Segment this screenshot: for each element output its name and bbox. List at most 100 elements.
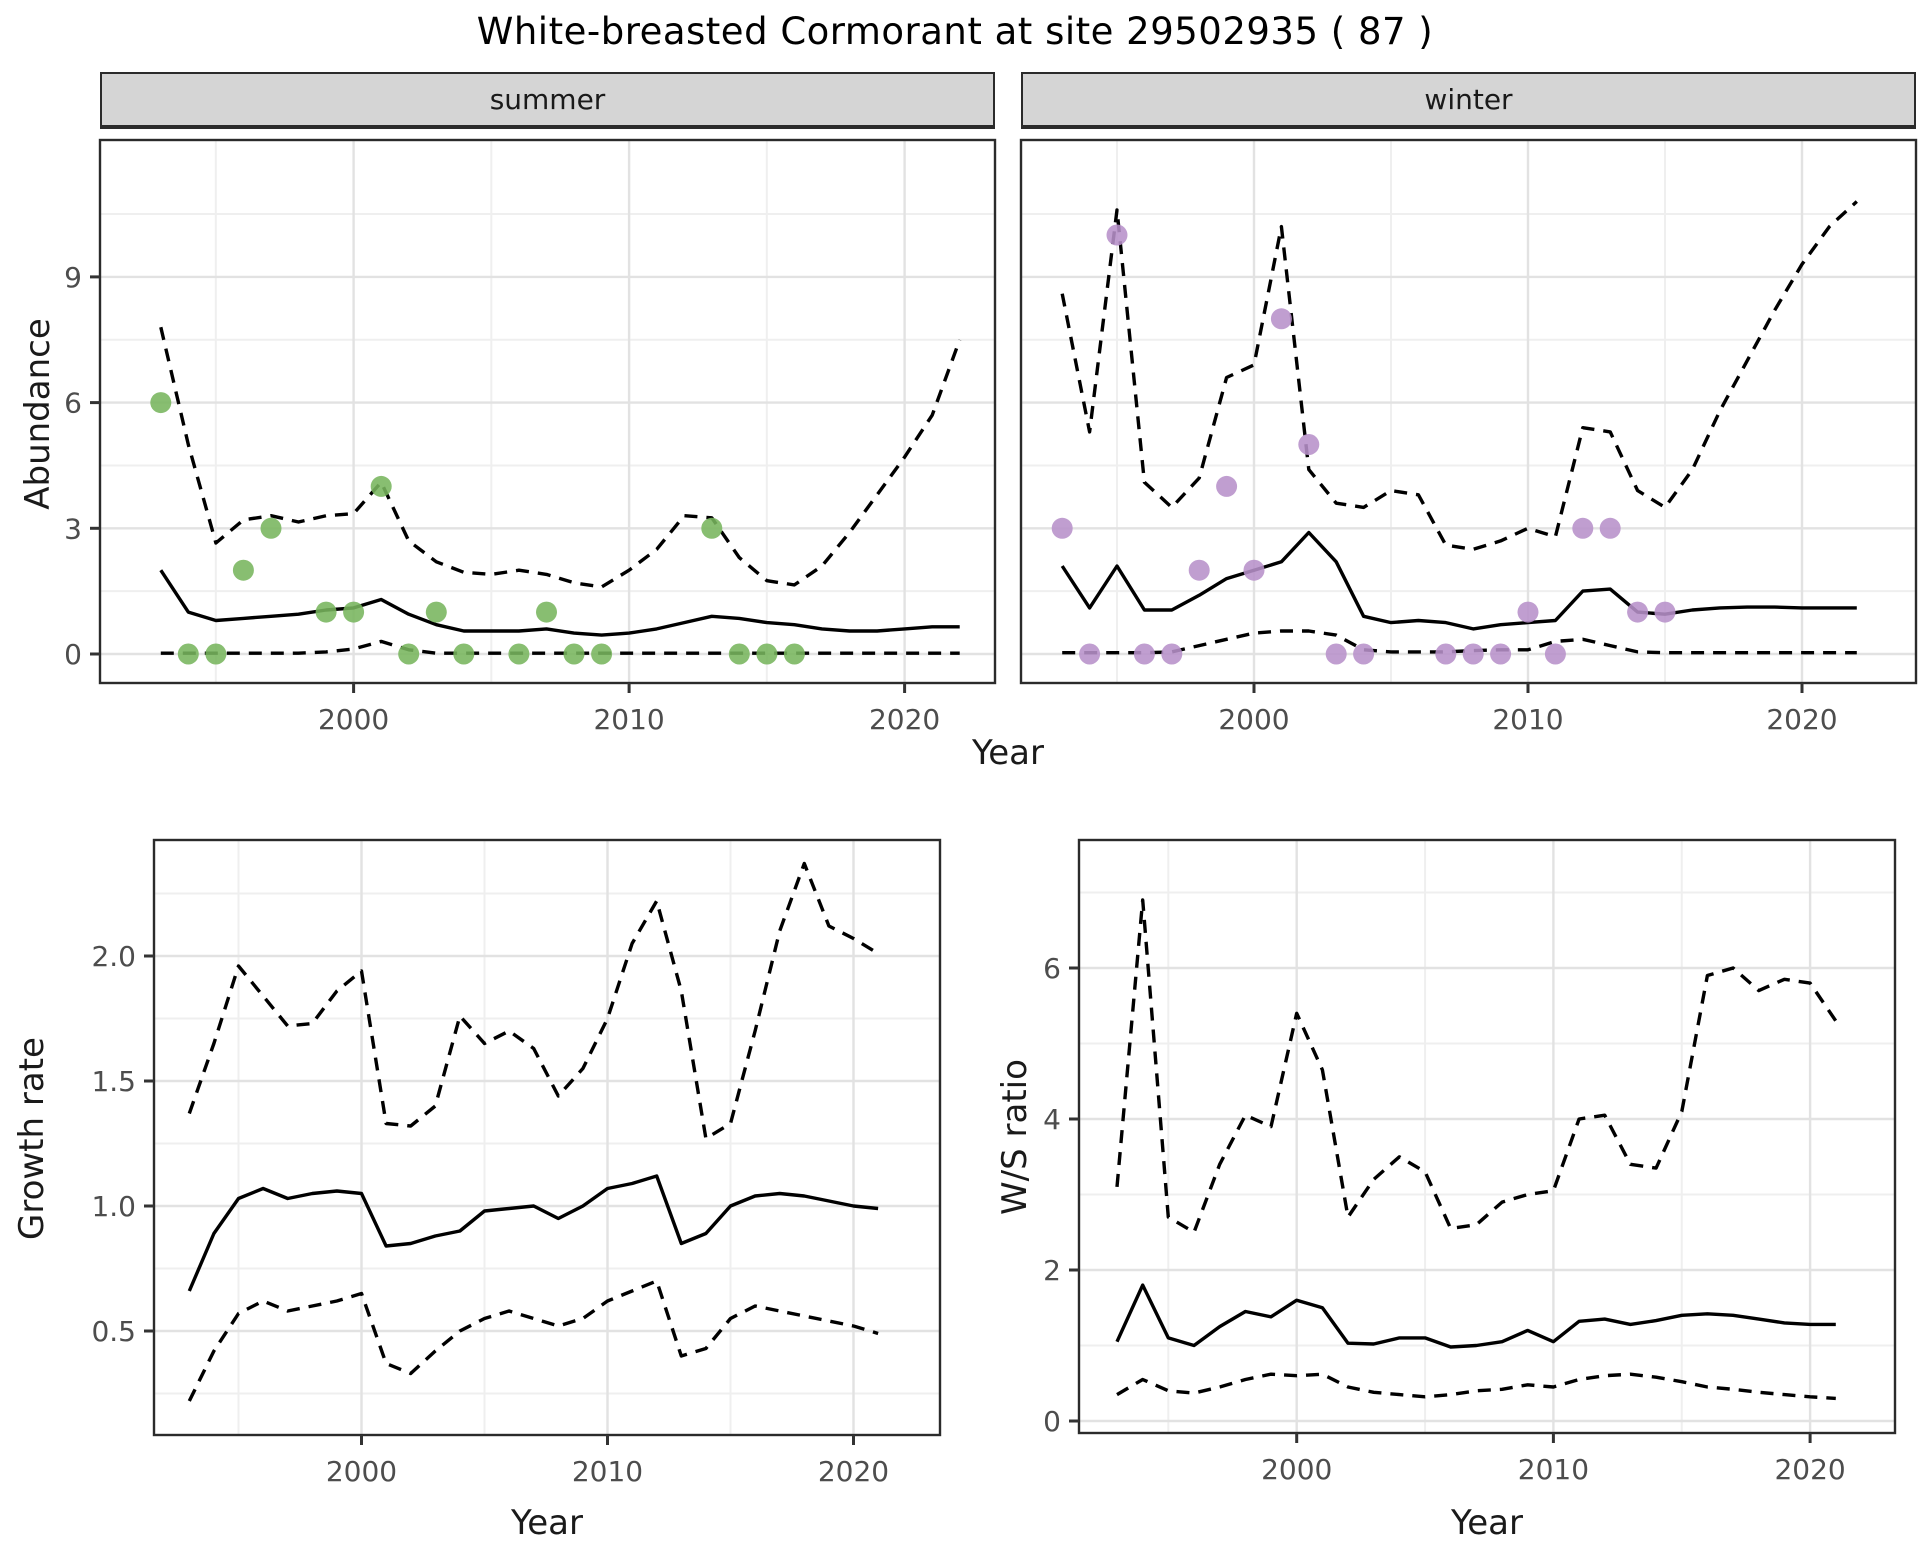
axis-ticks: 2000 2010 2020 9 6 3 0 (64, 261, 940, 736)
series-layer (187, 861, 879, 1402)
axis-ticks: 2000 2010 2020 2.0 1.5 1.0 0.5 (91, 940, 889, 1488)
y-tick-label: 4 (1043, 1103, 1061, 1136)
observation-point (536, 601, 557, 623)
y-tick-label: 6 (64, 387, 82, 420)
ci-lower-line (160, 639, 960, 655)
x-tick-label: 2020 (869, 703, 940, 736)
x-tick-label: 2020 (818, 1455, 889, 1488)
observation-point (591, 643, 613, 665)
facet-strip-winter: winter (1021, 72, 1916, 129)
series-layer (159, 326, 962, 655)
facet-strip-summer: summer (100, 72, 995, 129)
series-layer (1060, 200, 1858, 655)
observation-point (1270, 308, 1292, 330)
x-tick-label: 2010 (572, 1455, 643, 1488)
observation-point (453, 643, 475, 665)
panel-summer: 2000 2010 2020 9 6 3 0 (64, 138, 997, 736)
y-axis-title-growth: Growth rate (12, 1037, 52, 1240)
x-tick-label: 2000 (318, 703, 389, 736)
x-tick-label: 2000 (326, 1455, 397, 1488)
observation-point (1216, 475, 1238, 497)
y-tick-label: 1.0 (91, 1190, 136, 1223)
observation-point (1161, 643, 1183, 665)
observation-point (1572, 517, 1594, 539)
x-tick-label: 2010 (1518, 1453, 1589, 1486)
observation-point (783, 643, 805, 665)
axis-ticks: 2000 2010 2020 (1218, 683, 1838, 736)
observation-point (1079, 643, 1101, 665)
observation-point (1133, 643, 1155, 665)
panel-background (1021, 140, 1916, 683)
y-tick-label: 0.5 (91, 1315, 136, 1348)
observation-point (1051, 517, 1073, 539)
observation-point (425, 601, 447, 623)
panel-ws: 2000 2010 2020 6 4 2 0 (1043, 838, 1897, 1486)
facet-label-winter: winter (1424, 83, 1513, 116)
observation-point (1654, 601, 1676, 623)
observation-point (1599, 517, 1621, 539)
observation-point (1627, 601, 1649, 623)
x-tick-label: 2020 (1774, 1453, 1845, 1486)
ci-upper-line (187, 861, 879, 1141)
observation-point (1435, 643, 1457, 665)
observation-point (232, 559, 254, 581)
chart-title: White-breasted Cormorant at site 2950293… (476, 10, 1434, 53)
x-tick-label: 2010 (593, 703, 664, 736)
observation-point (370, 475, 392, 497)
observation-point (1353, 643, 1375, 665)
observation-point (1544, 643, 1566, 665)
observation-point (1188, 559, 1210, 581)
panel-border (1019, 138, 1918, 685)
panel-background (100, 140, 995, 683)
ci-upper-line (1060, 200, 1858, 551)
gridlines (1079, 840, 1895, 1433)
panel-growth: 2000 2010 2020 2.0 1.5 1.0 0.5 (91, 838, 942, 1488)
axis-ticks: 2000 2010 2020 6 4 2 0 (1043, 952, 1846, 1486)
y-tick-label: 3 (64, 512, 82, 545)
observation-point (728, 643, 750, 665)
x-axis-title-growth: Year (511, 1503, 583, 1543)
observation-point (150, 392, 172, 414)
observation-point (343, 601, 365, 623)
gridlines (154, 840, 940, 1435)
panel-winter: 2000 2010 2020 (1019, 138, 1918, 736)
x-tick-label: 2000 (1218, 703, 1289, 736)
y-tick-label: 2.0 (91, 940, 136, 973)
observation-point (508, 643, 530, 665)
observation-points (1051, 224, 1676, 665)
x-tick-label: 2020 (1766, 703, 1837, 736)
y-tick-label: 0 (1043, 1405, 1061, 1438)
panel-background (1079, 840, 1895, 1433)
median-line (1115, 1283, 1836, 1349)
facet-label-summer: summer (489, 83, 606, 116)
x-axis-title-top: Year (972, 733, 1044, 773)
observation-point (1325, 643, 1347, 665)
observation-point (205, 643, 227, 665)
observation-point (260, 517, 282, 539)
observation-point (1490, 643, 1512, 665)
panel-border (152, 838, 942, 1437)
median-line (1060, 530, 1857, 631)
series-layer (1115, 898, 1838, 1401)
x-axis-title-ws: Year (1451, 1503, 1523, 1543)
observation-point (315, 601, 337, 623)
median-line (187, 1174, 879, 1292)
observation-point (1462, 643, 1484, 665)
panel-border (98, 138, 997, 685)
observation-point (1298, 434, 1320, 455)
gridlines (1021, 140, 1916, 683)
observation-points (150, 392, 805, 665)
panel-background (154, 840, 940, 1435)
observation-point (1106, 224, 1128, 246)
y-tick-label: 9 (64, 261, 82, 294)
observation-point (398, 643, 420, 665)
observation-point (177, 643, 199, 665)
observation-point (701, 517, 723, 539)
observation-point (1517, 601, 1539, 623)
observation-point (1243, 559, 1265, 581)
ci-upper-line (159, 326, 962, 589)
median-line (159, 569, 960, 637)
observation-point (756, 643, 778, 665)
x-tick-label: 2000 (1261, 1453, 1332, 1486)
